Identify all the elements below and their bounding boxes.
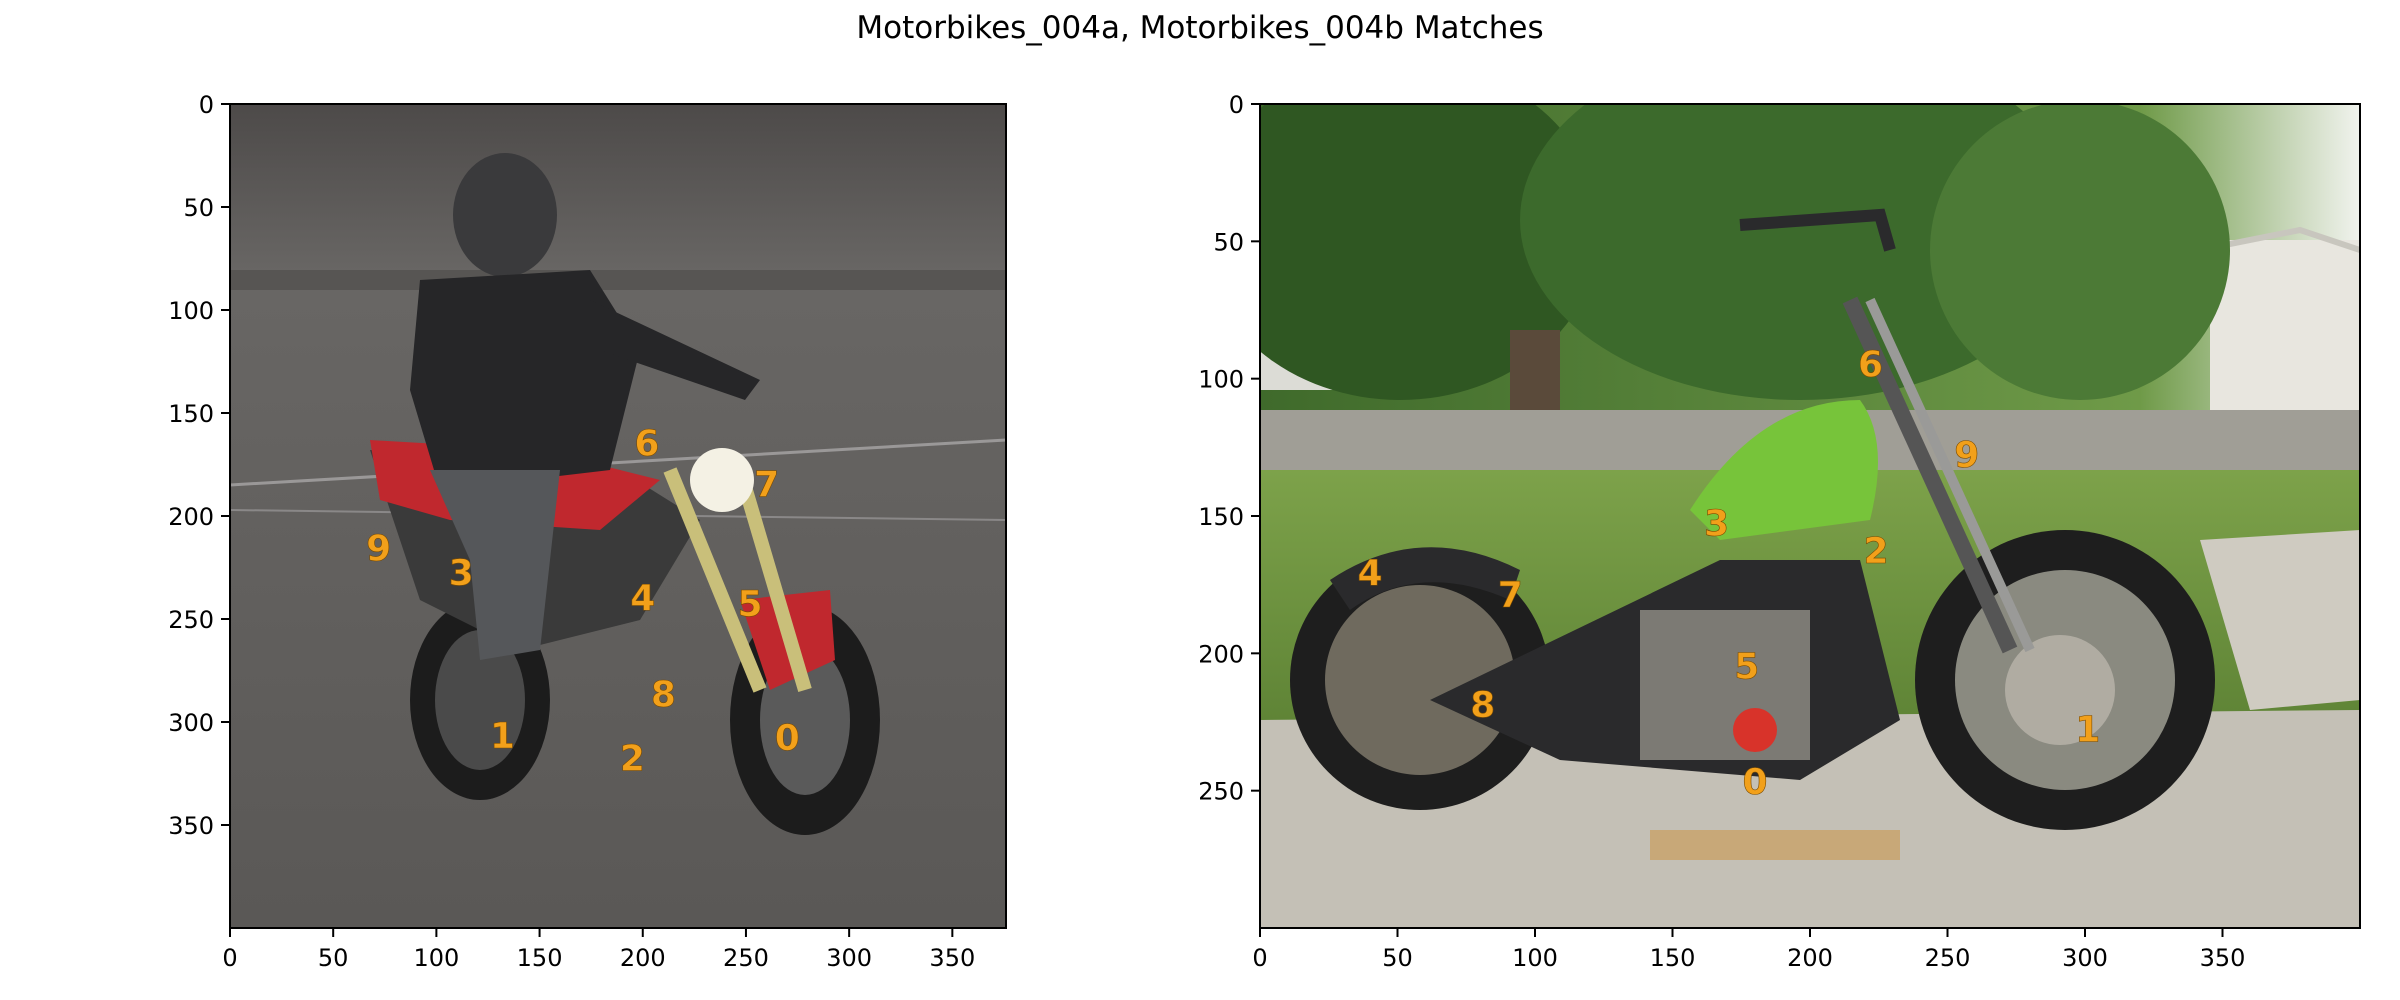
y-tick-label-b: 50: [1213, 228, 1244, 256]
keypoint-label-a-8: 8: [651, 675, 676, 716]
keypoint-label-a-3: 3: [449, 553, 474, 594]
keypoint-label-a-4: 4: [630, 578, 655, 619]
y-tick-label-a: 200: [168, 503, 214, 531]
keypoint-label-b-4: 4: [1357, 553, 1382, 594]
keypoint-label-b-8: 8: [1470, 685, 1495, 726]
keypoint-label-b-6: 6: [1858, 344, 1883, 385]
y-axis-b: 0 50 100 150 200 250: [1198, 91, 1260, 806]
x-tick-label-b: 0: [1252, 944, 1267, 972]
panel-b: 0 50 100 150 200 250 300 350 0 50 100 150 200 250 0 1…: [1198, 91, 2361, 972]
keypoint-label-b-7: 7: [1498, 575, 1523, 616]
y-tick-label-a: 150: [168, 400, 214, 428]
y-tick-label-a: 300: [168, 709, 214, 737]
y-tick-label-b: 0: [1229, 91, 1244, 119]
x-axis-a: 0 50 100 150 200 250 300 350: [222, 928, 975, 972]
y-tick-label-b: 150: [1198, 503, 1244, 531]
keypoint-label-a-0: 0: [775, 718, 800, 759]
x-tick-label-a: 300: [826, 944, 872, 972]
x-tick-label-b: 250: [1925, 944, 1971, 972]
x-tick-label-b: 100: [1512, 944, 1558, 972]
photo-a: [230, 104, 1006, 928]
x-tick-label-b: 150: [1650, 944, 1696, 972]
y-tick-label-b: 200: [1198, 640, 1244, 668]
y-tick-label-b: 250: [1198, 778, 1244, 806]
keypoint-label-a-2: 2: [620, 739, 645, 780]
y-tick-label-b: 100: [1198, 366, 1244, 394]
x-tick-label-b: 200: [1787, 944, 1833, 972]
keypoint-label-b-3: 3: [1704, 504, 1729, 545]
keypoint-label-a-1: 1: [490, 716, 515, 757]
keypoint-label-b-0: 0: [1742, 762, 1767, 803]
keypoint-label-a-9: 9: [366, 528, 391, 569]
y-tick-label-a: 50: [183, 194, 214, 222]
x-tick-label-b: 300: [2062, 944, 2108, 972]
y-tick-label-a: 350: [168, 812, 214, 840]
y-axis-a: 0 50 100 150 200 250 300 350: [168, 91, 230, 840]
x-axis-b: 0 50 100 150 200 250 300 350: [1252, 928, 2245, 972]
x-tick-label-a: 0: [222, 944, 237, 972]
keypoint-label-b-5: 5: [1734, 647, 1759, 688]
y-tick-label-a: 100: [168, 297, 214, 325]
y-tick-label-a: 0: [199, 91, 214, 119]
keypoint-label-b-9: 9: [1954, 435, 1979, 476]
figure-title: Motorbikes_004a, Motorbikes_004b Matches: [856, 10, 1544, 46]
keypoints-b: 0 1 2 3 4 5 6 7 8 9: [1357, 344, 2100, 803]
keypoint-label-a-6: 6: [634, 423, 659, 464]
x-tick-label-a: 250: [723, 944, 769, 972]
keypoints-a: 0 1 2 3 4 5 6 7 8 9: [366, 423, 800, 780]
x-tick-label-a: 150: [517, 944, 563, 972]
x-tick-label-a: 100: [413, 944, 459, 972]
keypoint-label-b-1: 1: [2075, 710, 2100, 751]
panel-a: 0 50 100 150 200 250 300 350 050100150200250300…: [168, 91, 1007, 972]
keypoint-label-b-2: 2: [1863, 531, 1888, 572]
photo-b: [1260, 104, 2360, 928]
x-tick-label-a: 50: [318, 944, 349, 972]
x-tick-label-a: 200: [620, 944, 666, 972]
keypoint-label-a-7: 7: [754, 465, 779, 506]
x-tick-label-a: 350: [929, 944, 975, 972]
keypoint-label-a-5: 5: [738, 584, 763, 625]
x-tick-label-b: 350: [2200, 944, 2246, 972]
y-tick-label-a: 250: [168, 606, 214, 634]
x-tick-label-b: 50: [1382, 944, 1413, 972]
